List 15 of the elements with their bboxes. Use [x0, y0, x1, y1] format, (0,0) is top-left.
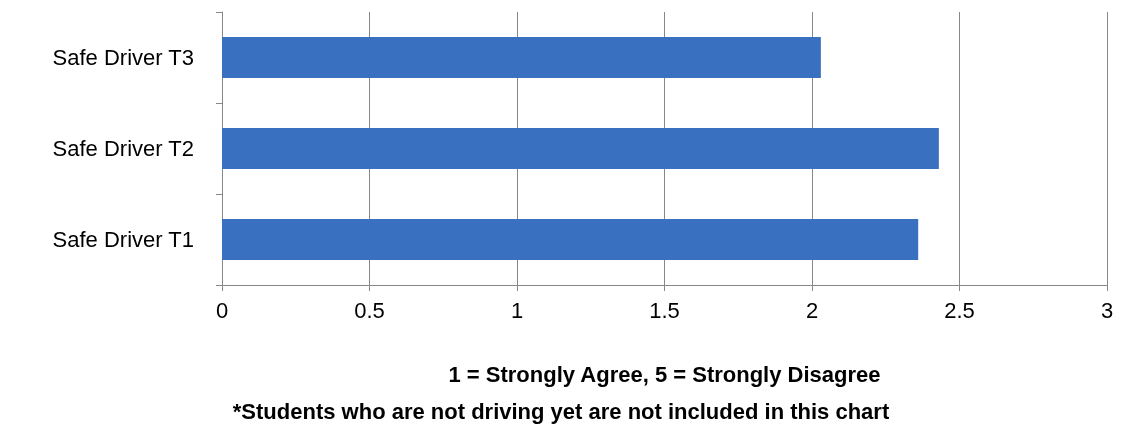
x-tick-label: 0: [215, 297, 229, 323]
y-tick-label: Safe Driver T2: [52, 136, 194, 161]
x-tick-label: 1.5: [649, 297, 680, 323]
x-tick-label: 2.5: [944, 297, 975, 323]
y-tick-label: Safe Driver T1: [52, 227, 194, 252]
x-axis-title: 1 = Strongly Agree, 5 = Strongly Disagree: [448, 361, 881, 387]
bar: [222, 37, 821, 78]
text: *Students who are not driving yet are not included in this chart: [232, 398, 890, 424]
bar: [222, 219, 919, 260]
x-tick-label: 1: [510, 297, 524, 323]
x-tick-label: 2: [805, 297, 819, 323]
y-tick-label: Safe Driver T3: [52, 45, 194, 70]
x-tick-label: 0.5: [354, 297, 385, 323]
bar: [222, 128, 939, 169]
x-tick-label: 3: [1100, 297, 1114, 323]
